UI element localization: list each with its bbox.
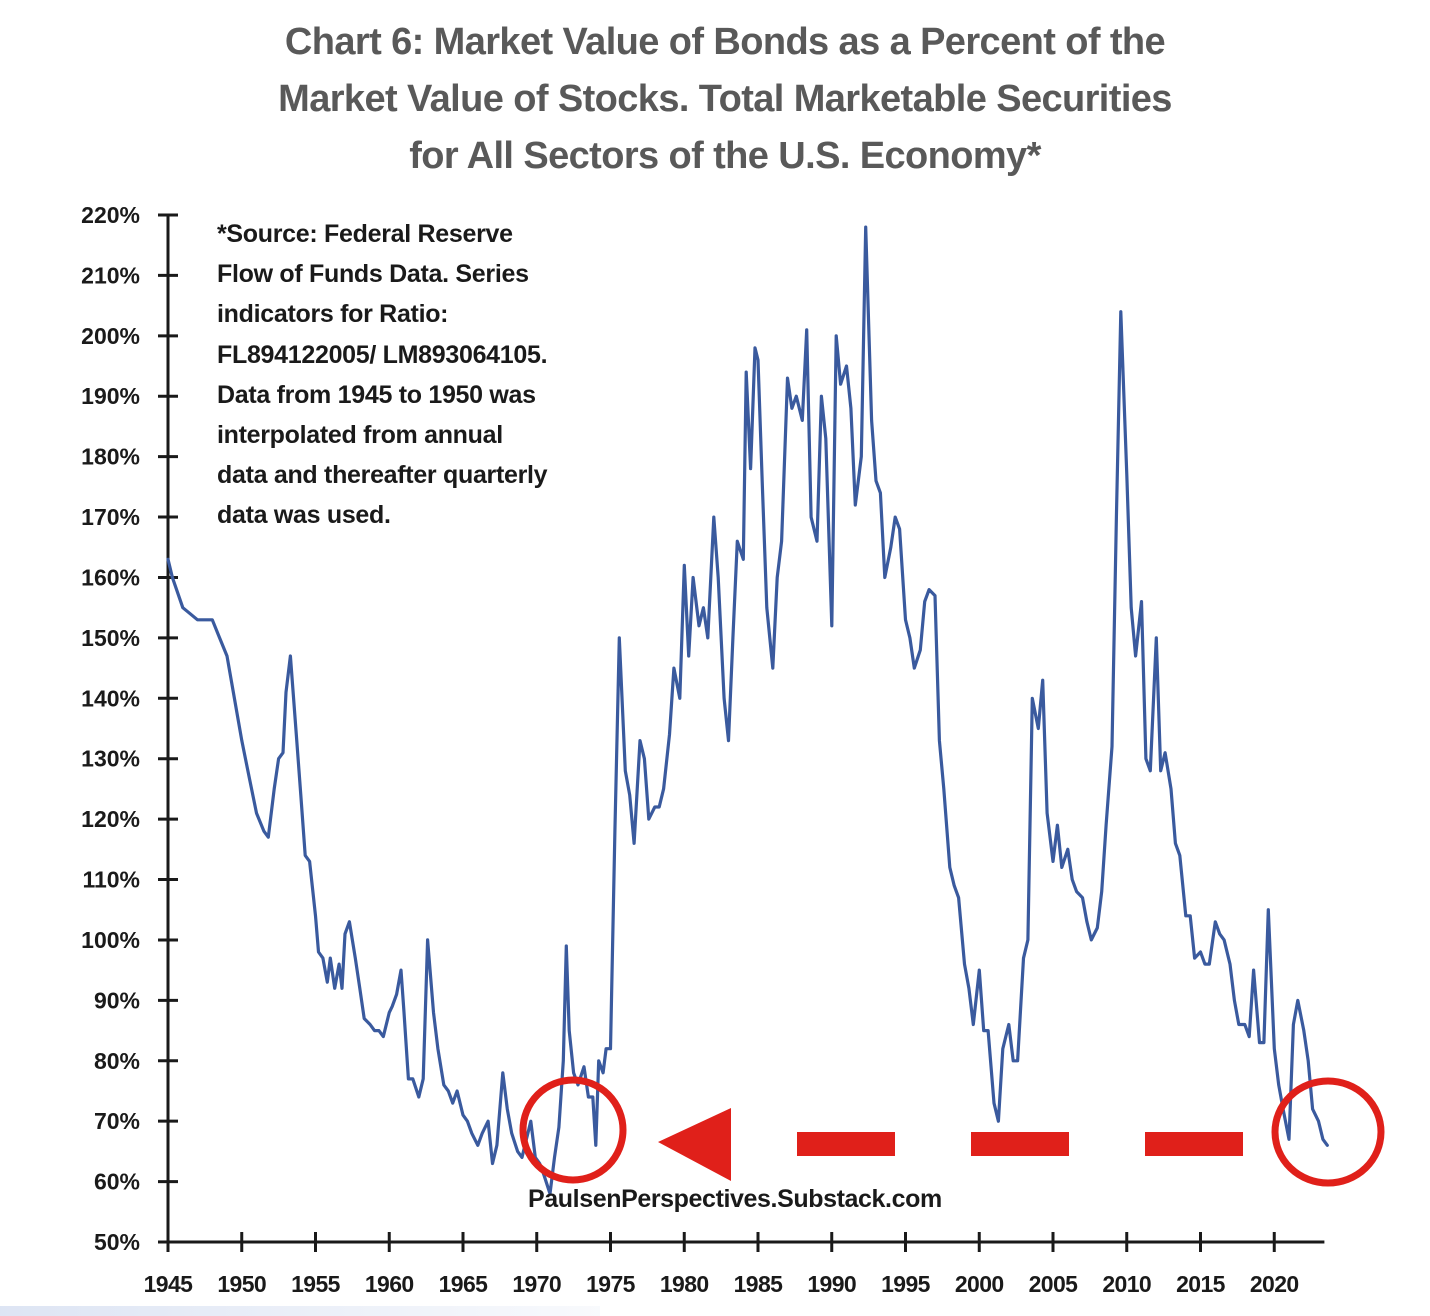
- chart-title-line-3: for All Sectors of the U.S. Economy*: [409, 135, 1041, 177]
- annotations: [519, 1076, 1385, 1187]
- x-tick-label: 1990: [807, 1271, 856, 1297]
- source-note-line: interpolated from annual: [217, 421, 503, 450]
- y-tick-label: 80%: [94, 1048, 140, 1074]
- y-tick-label: 60%: [94, 1169, 140, 1195]
- x-tick-label: 1960: [365, 1271, 414, 1297]
- source-note: *Source: Federal Reserve Flow of Funds D…: [217, 214, 548, 536]
- y-tick-label: 90%: [94, 987, 140, 1013]
- source-note-line: FL894122005/ LM893064105.: [217, 340, 548, 369]
- y-tick-label: 210%: [81, 262, 140, 288]
- series-line: [166, 225, 1329, 1196]
- source-note-line: Flow of Funds Data. Series: [217, 260, 529, 289]
- x-tick-label: 2005: [1029, 1271, 1079, 1297]
- arrow-left-icon: [658, 1108, 731, 1181]
- x-tick-label: 2000: [955, 1271, 1004, 1297]
- y-tick-label: 220%: [81, 202, 140, 228]
- dashed-arrow-segment: [971, 1132, 1069, 1156]
- x-tick-label: 2010: [1102, 1271, 1151, 1297]
- source-note-line: data was used.: [217, 501, 391, 530]
- y-tick-label: 110%: [82, 867, 140, 893]
- source-note-line: indicators for Ratio:: [217, 300, 449, 329]
- y-tick-label: 160%: [81, 564, 140, 590]
- y-axis: 50% 60% 70% 80% 90% 100% 110% 120% 130% 140% 150% 1…: [81, 202, 178, 1255]
- highlight-circle-current: [1271, 1077, 1385, 1187]
- y-tick-label: 140%: [81, 685, 140, 711]
- source-note-line: Data from 1945 to 1950 was: [217, 380, 536, 409]
- source-note-line: *Source: Federal Reserve: [217, 220, 513, 248]
- y-tick-label: 200%: [81, 323, 140, 349]
- credit-watermark: PaulsenPerspectives.Substack.com: [528, 1185, 942, 1213]
- x-tick-label: 1980: [660, 1271, 709, 1297]
- chart-title-line-1: Chart 6: Market Value of Bonds as a Perc…: [284, 21, 1166, 63]
- source-note-line: data and thereafter quarterly: [217, 461, 548, 490]
- bottom-strip: [0, 1306, 600, 1316]
- y-tick-label: 70%: [94, 1108, 140, 1134]
- x-tick-label: 1955: [291, 1271, 341, 1297]
- y-tick-label: 50%: [94, 1229, 140, 1255]
- highlight-circle-1972: [519, 1076, 627, 1184]
- x-tick-label: 1945: [144, 1271, 194, 1297]
- x-tick-label: 1970: [512, 1271, 561, 1297]
- y-tick-label: 100%: [81, 927, 140, 953]
- x-tick-label: 1950: [217, 1271, 266, 1297]
- x-tick-label: 2020: [1250, 1271, 1299, 1297]
- x-axis: 1945 1950 1955 1960 1965 1970 1975 1980 1985 1990…: [144, 1232, 1325, 1297]
- y-tick-label: 150%: [81, 625, 140, 651]
- y-tick-label: 130%: [81, 746, 140, 772]
- dashed-arrow-segment: [1145, 1132, 1243, 1156]
- chart-title-line-2: Market Value of Stocks. Total Marketable…: [278, 78, 1172, 120]
- dashed-arrow-segment: [797, 1132, 895, 1156]
- x-tick-label: 1965: [439, 1271, 489, 1297]
- y-tick-label: 170%: [81, 504, 140, 530]
- y-tick-label: 120%: [81, 806, 140, 832]
- x-tick-label: 1975: [586, 1271, 636, 1297]
- y-tick-label: 190%: [81, 383, 140, 409]
- x-tick-label: 1985: [734, 1271, 784, 1297]
- x-tick-label: 2015: [1176, 1271, 1226, 1297]
- x-tick-label: 1995: [881, 1271, 931, 1297]
- chart-title: Chart 6: Market Value of Bonds as a Perc…: [0, 14, 1430, 185]
- y-tick-label: 180%: [81, 444, 140, 470]
